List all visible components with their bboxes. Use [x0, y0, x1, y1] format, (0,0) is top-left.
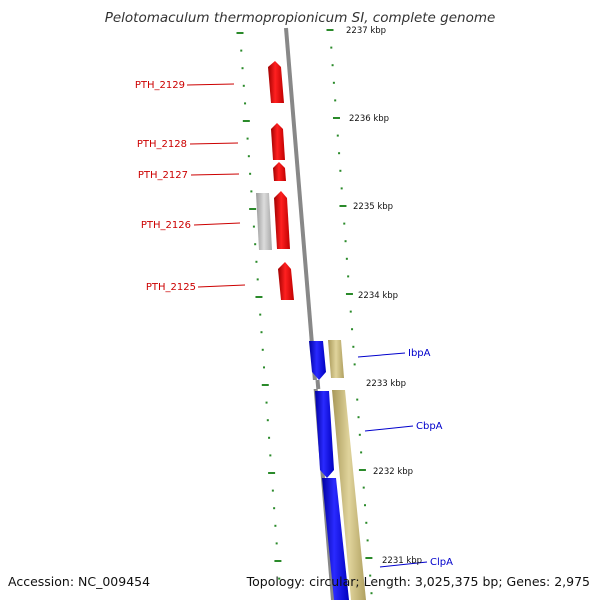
feature-track-segment	[328, 340, 344, 378]
gene-pth-2128	[271, 123, 285, 160]
kbp-label: 2235 kbp	[353, 202, 393, 212]
label-line-pth-2126	[193, 222, 241, 226]
gene-pth-2126	[274, 191, 290, 249]
feature-track-segment	[332, 390, 366, 600]
label-line-pth-2129	[186, 83, 235, 86]
gene-label-pth-2129: PTH_2129	[135, 80, 185, 91]
gene-label-pth-2125: PTH_2125	[146, 282, 196, 293]
gene-clpa	[322, 478, 349, 600]
accession-text: Accession: NC_009454	[8, 574, 151, 589]
gene-label-ibpa: IbpA	[408, 348, 431, 359]
gene-label-clpa: ClpA	[430, 557, 453, 568]
label-line-clpa	[379, 561, 428, 568]
kbp-label: 2233 kbp	[366, 379, 406, 389]
kbp-label: 2231 kbp	[382, 556, 422, 566]
right-tick-marks	[326, 29, 373, 595]
segment-gap	[300, 380, 360, 389]
kbp-label: 2234 kbp	[358, 291, 398, 301]
kbp-label: 2236 kbp	[349, 114, 389, 124]
gene-pth-2129	[268, 61, 284, 103]
left-tick-marks	[236, 32, 282, 580]
label-line-cbpa	[364, 425, 414, 432]
gene-label-cbpa: CbpA	[416, 421, 443, 432]
gene-ibpa	[309, 341, 326, 380]
genome-backbone-gap-fill	[315, 379, 321, 390]
gene-cbpa	[315, 391, 334, 478]
kbp-label: 2232 kbp	[373, 467, 413, 477]
label-line-pth-2128	[189, 142, 239, 145]
gene-label-pth-2128: PTH_2128	[137, 139, 187, 150]
gene-label-pth-2127: PTH_2127	[138, 170, 188, 181]
label-line-pth-2127	[190, 173, 240, 176]
gene-pth-2125	[278, 262, 294, 300]
label-line-ibpa	[357, 352, 406, 358]
genome-title: Pelotomaculum thermopropionicum SI, comp…	[104, 10, 496, 26]
genome-summary-text: Topology: circular; Length: 3,025,375 bp…	[246, 574, 590, 589]
label-line-pth-2125	[197, 284, 246, 288]
kbp-label: 2237 kbp	[346, 26, 386, 36]
gene-label-pth-2126: PTH_2126	[141, 220, 191, 231]
gene-gray	[256, 193, 272, 250]
gene-pth-2127	[273, 162, 286, 181]
